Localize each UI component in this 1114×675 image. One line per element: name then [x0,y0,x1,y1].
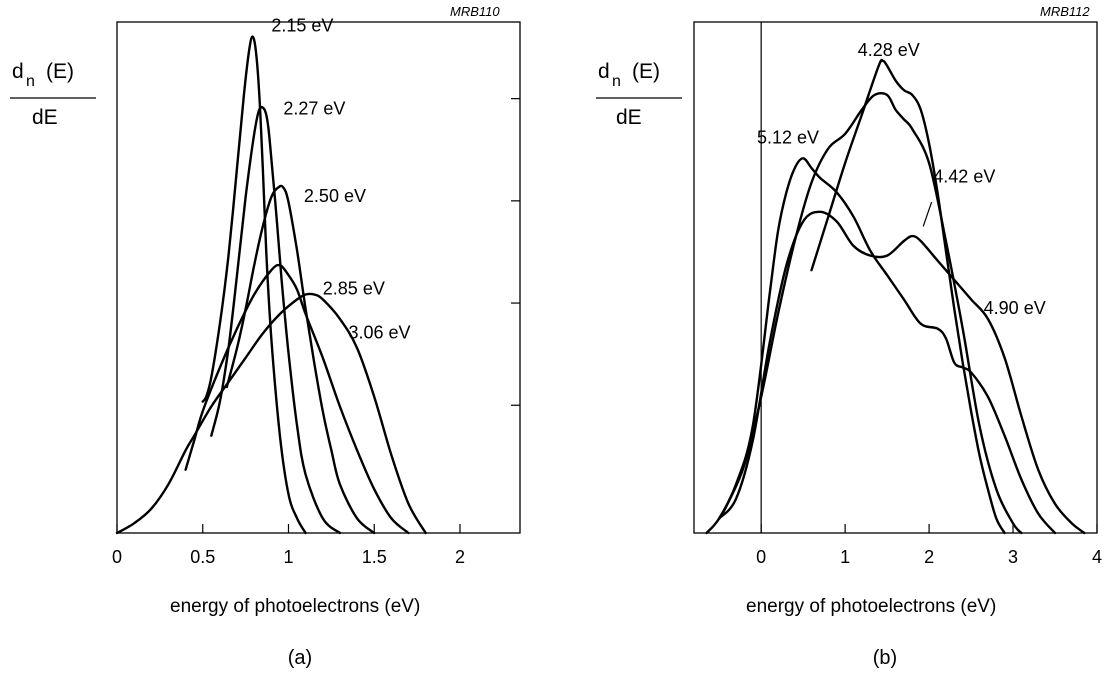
series-line-a-4 [115,292,427,535]
curves-a: 2.15 eV 2.27 eV 2.50 eV 2.85 eV 3.06 eV [115,16,427,535]
plot-frame-a [116,21,521,534]
x-tick-label-a: 0.5 [190,547,215,567]
y-label-paren-a: (E) [46,60,74,83]
series-label-a-2: 2.50 eV [304,186,366,206]
y-axis-label-a: d n (E) dE [10,60,96,129]
x-tick-label-a: 2 [455,547,465,567]
series-label-a-1: 2.27 eV [283,98,345,118]
y-axis-label-b: d n (E) dE [596,60,682,129]
x-tick-label-a: 1.5 [362,547,387,567]
series-label-a-4: 3.06 eV [349,322,411,342]
x-tick-label-a: 1 [283,547,293,567]
y-label-den-a: dE [32,106,58,129]
x-tick-label-b: 3 [1008,547,1018,567]
curves-b: 4.28 eV 4.42 eV 4.90 eV 5.12 eV [705,40,1086,535]
chart-panel-a: MRB110 d n (E) dE 0 0.5 1 1.5 2 2.15 eV 2.27 … [10,4,521,669]
y-label-sub-a: n [26,73,35,90]
figure-code-b: MRB112 [1040,4,1090,19]
series-line-b-2 [718,210,1086,535]
x-tick-label-a: 0 [112,547,122,567]
series-label-a-0: 2.15 eV [271,16,333,36]
series-line-b-1 [718,92,1023,535]
y-label-paren-b: (E) [632,60,660,83]
series-label-b-0: 4.28 eV [858,40,920,60]
x-axis-label-a: energy of photoelectrons (eV) [170,596,420,617]
x-tick-label-b: 0 [756,547,766,567]
series-line-a-0 [201,35,307,535]
y-label-sub-b: n [612,73,621,90]
leader-line-4-42 [922,201,933,227]
series-line-b-0 [810,58,1006,535]
panel-label-b: (b) [873,647,897,669]
panel-label-a: (a) [288,647,312,669]
figure-code-a: MRB110 [450,4,500,19]
series-line-a-1 [210,105,342,535]
x-axis-label-b: energy of photoelectrons (eV) [746,596,996,617]
y-label-main-b: d [598,60,610,83]
y-label-main-a: d [12,60,24,83]
plot-frame-b [693,21,1098,534]
series-line-a-2 [225,184,376,535]
series-line-a-3 [184,263,410,535]
series-label-b-3: 5.12 eV [757,128,819,148]
x-tick-label-b: 4 [1092,547,1102,567]
y-label-den-b: dE [616,106,642,129]
series-label-b-1: 4.42 eV [933,167,995,187]
ticks-b: 0 1 2 3 4 [756,22,1102,567]
x-tick-label-b: 2 [924,547,934,567]
ticks-a: 0 0.5 1 1.5 2 [112,98,520,567]
series-line-b-3 [705,157,1057,535]
series-label-a-3: 2.85 eV [323,279,385,299]
series-label-b-2: 4.90 eV [984,298,1046,318]
x-tick-label-b: 1 [840,547,850,567]
